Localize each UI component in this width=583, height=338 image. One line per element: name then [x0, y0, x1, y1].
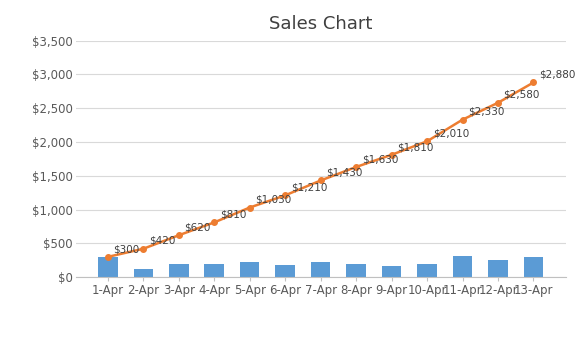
Text: $2,010: $2,010 [433, 128, 469, 139]
Text: $300: $300 [113, 244, 139, 254]
Title: Sales Chart: Sales Chart [269, 16, 373, 33]
Bar [275, 265, 295, 277]
Text: $420: $420 [149, 236, 175, 246]
Text: $1,430: $1,430 [326, 168, 363, 178]
Cumulative Sum [246, 206, 253, 210]
Text: $2,880: $2,880 [539, 70, 575, 80]
Text: $620: $620 [184, 222, 210, 233]
Bar [453, 256, 472, 277]
Text: $2,330: $2,330 [468, 107, 504, 117]
Cumulative Sum [104, 255, 111, 259]
Bar [98, 257, 118, 277]
Bar [169, 264, 188, 277]
Bar [240, 262, 259, 277]
Bar [311, 262, 331, 277]
Cumulative Sum [353, 165, 360, 169]
Cumulative Sum [317, 178, 324, 183]
Text: $1,630: $1,630 [361, 154, 398, 164]
Cumulative Sum [459, 118, 466, 122]
Cumulative Sum [424, 139, 431, 143]
Cumulative Sum [388, 153, 395, 157]
Line: Cumulative Sum: Cumulative Sum [105, 80, 536, 260]
Cumulative Sum [140, 247, 147, 251]
Bar [417, 264, 437, 277]
Bar [489, 260, 508, 277]
Legend: Sales, Cumulative Sum: Sales, Cumulative Sum [219, 335, 423, 338]
Text: $2,580: $2,580 [504, 90, 540, 100]
Cumulative Sum [210, 220, 217, 224]
Bar [524, 257, 543, 277]
Text: $810: $810 [220, 210, 246, 220]
Cumulative Sum [494, 101, 501, 105]
Text: $1,210: $1,210 [291, 183, 327, 193]
Cumulative Sum [282, 193, 289, 197]
Bar [134, 269, 153, 277]
Bar [205, 264, 224, 277]
Text: $1,030: $1,030 [255, 195, 292, 205]
Bar [382, 266, 401, 277]
Cumulative Sum [175, 233, 182, 237]
Bar [346, 264, 366, 277]
Text: $1,810: $1,810 [397, 142, 434, 152]
Cumulative Sum [530, 80, 537, 84]
